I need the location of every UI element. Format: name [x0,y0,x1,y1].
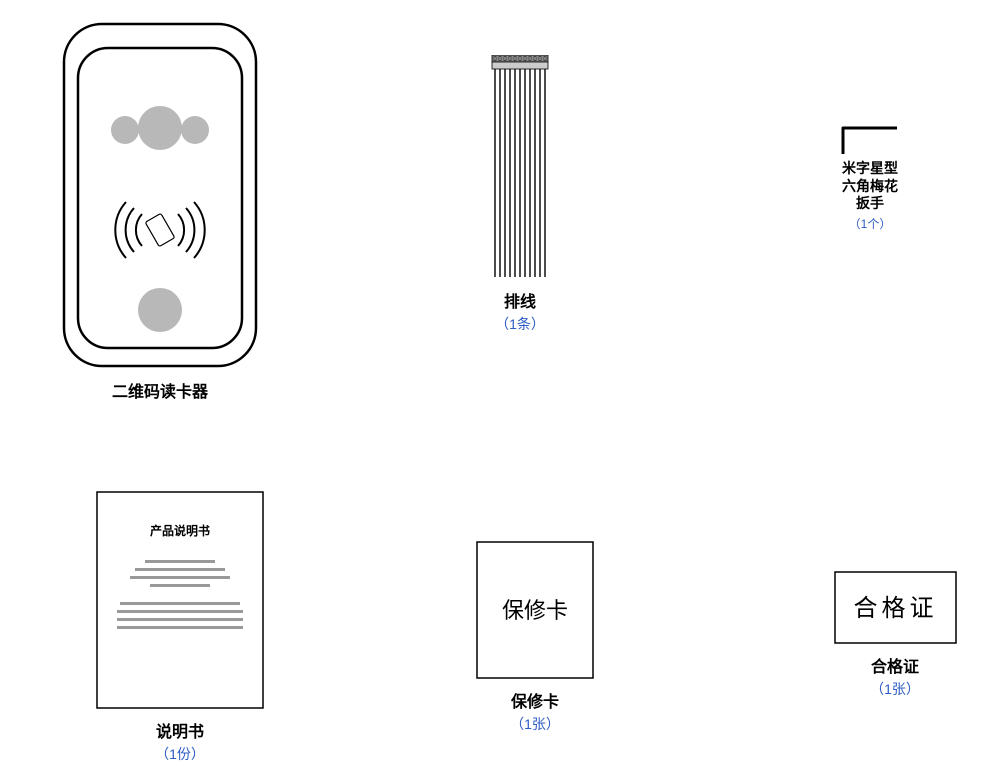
cable-icon [480,55,560,280]
wrench-item: 米字星型 六角梅花 扳手 （1个） [820,120,920,232]
warranty-item: 保修卡 保修卡 （1张） [470,540,600,734]
manual-inner-title: 产品说明书 [150,523,210,538]
qr-reader-icon [60,20,260,370]
warranty-icon: 保修卡 [475,540,595,680]
manual-qty: （1份） [80,744,280,764]
manual-icon: 产品说明书 [95,490,265,710]
warranty-label: 保修卡 [470,688,600,712]
wrench-qty: （1个） [820,215,920,232]
svg-text:合格证: 合格证 [853,595,937,622]
svg-text:保修卡: 保修卡 [502,598,568,623]
cert-icon: 合格证 [833,570,958,645]
cable-qty: （1条） [470,314,570,334]
cert-label: 合格证 [830,653,960,677]
cable-item: 排线 （1条） [470,55,570,334]
cable-label: 排线 [470,288,570,312]
manual-label: 说明书 [80,718,280,742]
warranty-qty: （1张） [470,714,600,734]
manual-item: 产品说明书 说明书 （1份） [80,490,280,764]
cert-item: 合格证 合格证 （1张） [830,570,960,699]
wrench-label: 米字星型 六角梅花 扳手 [820,160,920,213]
qr-reader-item: 二维码读卡器 [50,20,270,402]
wrench-icon [835,120,905,160]
qr-reader-label: 二维码读卡器 [50,378,270,402]
cert-qty: （1张） [830,679,960,699]
